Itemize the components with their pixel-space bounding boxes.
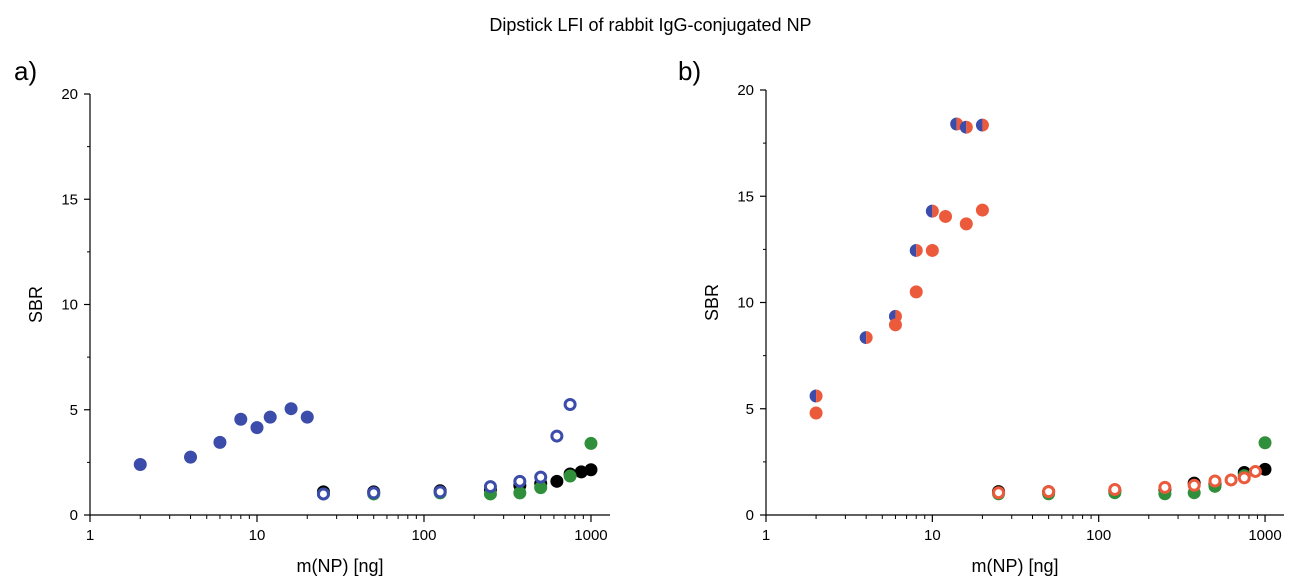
panel-b-series-1-point [959, 120, 973, 134]
panel-a-series-2-point [584, 463, 598, 477]
panel-a-x-tick-label: 1000 [574, 527, 607, 544]
panel-a-label: a) [14, 56, 38, 86]
panel-b-y-tick-label: 0 [746, 507, 754, 524]
panel-b-series-5-point [1237, 471, 1251, 485]
panel-a-x-tick-label: 100 [411, 527, 436, 544]
panel-a-series-4-point [433, 485, 447, 499]
panel-a-series-3-point [563, 469, 577, 483]
panel-a-x-tick-label: 10 [249, 527, 266, 544]
panel-a-y-tick-label: 0 [70, 507, 78, 524]
panel-a-y-tick-label: 15 [61, 191, 78, 208]
panel-a-x-axis-label: m(NP) [ng] [296, 556, 383, 576]
panel-a-series-4-point [367, 486, 381, 500]
panel-b-series-5-point [1248, 464, 1262, 478]
panel-a-series-4-point [563, 397, 577, 411]
panel-a-y-tick-label: 20 [61, 86, 78, 103]
panel-b-x-tick-label: 10 [924, 527, 941, 544]
panel-b-label: b) [678, 56, 702, 86]
panel-b-series-5-point [1108, 483, 1122, 496]
panel-a-series-3-point [513, 486, 527, 500]
panel-a-series-4-point [483, 480, 497, 494]
panel-b-series-5-point [1158, 480, 1172, 494]
panel-a-series-1-point [184, 450, 198, 464]
panel-b-series-1-point [909, 243, 923, 257]
panel-b-series-2-point [888, 318, 902, 332]
panel-a-series-3-point [584, 436, 598, 450]
panel-a-series-2-point [550, 474, 564, 488]
panel-b-x-tick-label: 100 [1086, 527, 1111, 544]
panel-a-series-4-point [316, 487, 330, 501]
panel-a-series-1-point [250, 421, 264, 435]
panel-a-series-4-point [513, 474, 527, 488]
panel-b-series-2-point [959, 217, 973, 231]
panel-b-series-4-point [1258, 436, 1272, 450]
panel-a-series-4-point [534, 470, 548, 484]
panel-b-series-2-point [975, 203, 989, 217]
panel-a-series-1-point [284, 402, 298, 416]
panel-b-series-5-point [1187, 478, 1201, 492]
panel-a-y-axis-label: SBR [26, 286, 46, 323]
figure-title: Dipstick LFI of rabbit IgG-conjugated NP [489, 15, 812, 35]
panel-a-series-1-point [263, 410, 277, 424]
panel-a-series-1-point [300, 410, 314, 424]
panel-b-series-5-point [992, 486, 1006, 500]
panel-a-series-4-point [550, 429, 564, 443]
panel-a-series-1-point [133, 457, 147, 471]
panel-a-series-2-point [574, 465, 588, 479]
panel-b-x-tick-label: 1 [762, 527, 770, 544]
panel-a-y-tick-label: 5 [70, 402, 78, 419]
panel-b-series-2-point [925, 243, 939, 257]
panel-b-series-2-point [809, 406, 823, 420]
panel-b-series-5-point [1042, 485, 1056, 499]
panel-a-series-1-point [213, 435, 227, 449]
panel-b-series-2-point [909, 285, 923, 299]
panel-b-y-axis-label: SBR [702, 284, 722, 321]
panel-b-series-5-point [1208, 474, 1222, 488]
panel-b-series-2-point [939, 209, 953, 223]
panel-b-series-1-point [950, 117, 964, 131]
panel-b-y-tick-label: 10 [737, 295, 754, 312]
panel-b-x-tick-label: 1000 [1248, 527, 1281, 544]
panel-b-series-1-point [975, 118, 989, 132]
panel-a-x-tick-label: 1 [86, 527, 94, 544]
panel-b-y-tick-label: 5 [746, 401, 754, 418]
panel-a-series-3-point [534, 481, 548, 495]
panel-a-series-1-point [234, 412, 248, 426]
panel-b-y-tick-label: 15 [737, 188, 754, 205]
panel-b-series-5-point [1224, 473, 1238, 487]
panel-b-y-tick-label: 20 [737, 82, 754, 99]
panel-b-series-1-point [809, 389, 823, 403]
panel-a-y-tick-label: 10 [61, 297, 78, 314]
panel-b-series-1-point [859, 331, 873, 345]
panel-b-series-1-point [925, 204, 939, 218]
panel-b-x-axis-label: m(NP) [ng] [971, 556, 1058, 576]
